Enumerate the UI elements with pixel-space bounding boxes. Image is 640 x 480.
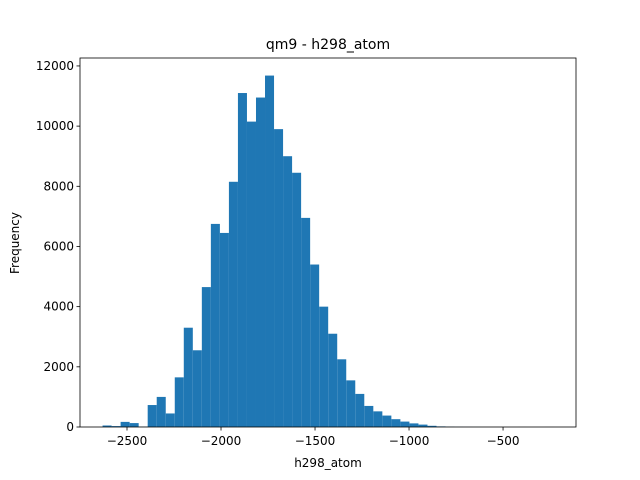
bar (391, 419, 401, 427)
axes-frame (79, 57, 577, 428)
bar (219, 232, 229, 427)
bar (255, 97, 266, 428)
bar (418, 424, 428, 427)
bar (165, 413, 175, 427)
bar (246, 121, 256, 427)
bar (129, 423, 139, 427)
x-tick-label: −1500 (295, 434, 336, 448)
bar (382, 415, 392, 427)
bar (237, 93, 247, 427)
bar (373, 411, 383, 427)
bar (319, 306, 329, 427)
bar (337, 359, 347, 427)
x-tick-label: −500 (487, 434, 520, 448)
y-axis-label: Frequency (8, 212, 22, 274)
y-tick-label: 2000 (43, 360, 74, 374)
bar (274, 129, 284, 427)
bar (120, 421, 130, 427)
bar (409, 423, 419, 427)
bar (201, 287, 211, 427)
x-tick-label: −2000 (201, 434, 242, 448)
y-tick-label: 10000 (36, 119, 74, 133)
bar (283, 156, 293, 427)
bar (310, 264, 320, 427)
bar (147, 405, 157, 427)
bar (102, 425, 112, 427)
bar (301, 217, 311, 427)
y-tick-label: 12000 (36, 59, 74, 73)
bar (192, 350, 202, 427)
bar (292, 172, 302, 427)
bar (346, 380, 356, 427)
x-tick-label: −1000 (389, 434, 430, 448)
x-axis-label: h298_atom (294, 456, 362, 470)
bar (228, 181, 238, 427)
bar (210, 223, 220, 427)
y-tick-label: 4000 (43, 300, 74, 314)
y-tick-label: 8000 (43, 179, 74, 193)
bar (111, 426, 121, 427)
bar (400, 421, 410, 427)
bar (174, 377, 184, 427)
bar (355, 393, 365, 427)
bar (427, 425, 437, 427)
bar (265, 75, 275, 428)
y-tick-label: 6000 (43, 239, 74, 253)
bar (156, 396, 166, 427)
x-tick-label: −2500 (107, 434, 148, 448)
bar (364, 405, 374, 427)
y-tick-label: 0 (66, 420, 74, 434)
bar (328, 333, 338, 427)
chart-title: qm9 - h298_atom (266, 37, 390, 53)
bar (183, 327, 193, 427)
